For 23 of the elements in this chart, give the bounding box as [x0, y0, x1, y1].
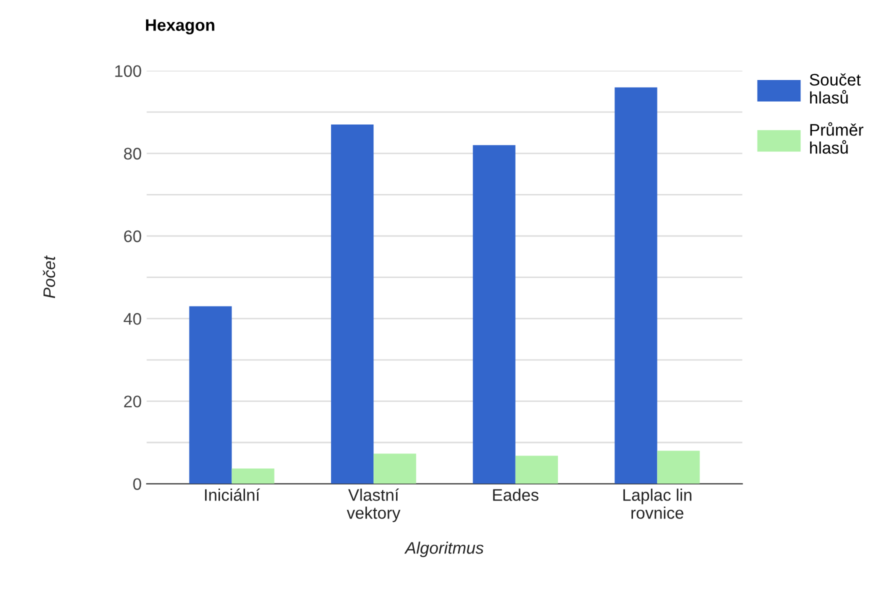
legend-label: Průměr hlasů [810, 122, 864, 154]
y-tick-label: 80 [124, 148, 142, 160]
bar [472, 145, 516, 484]
bar [331, 124, 374, 484]
y-tick-label: 20 [124, 396, 142, 408]
y-tick-label: 40 [124, 313, 142, 325]
x-tick-label: Laplac lin rovnice [623, 488, 692, 519]
y-tick-label: 100 [115, 65, 142, 78]
y-axis-title: Počet [42, 255, 56, 298]
legend-label: Součet hlasů [810, 73, 861, 104]
bar [657, 450, 700, 484]
x-tick-label: Eades [493, 488, 538, 501]
y-tick-label: 60 [124, 230, 142, 242]
y-tick-label: 0 [133, 478, 142, 490]
bar [515, 456, 558, 484]
x-tick-label: Iniciální [205, 488, 260, 501]
bar [232, 468, 274, 484]
chart-title: Hexagon [146, 19, 214, 34]
bar [614, 87, 658, 484]
bar [189, 306, 232, 484]
bar [374, 454, 416, 484]
x-axis-title: Algoritmus [404, 542, 484, 558]
x-tick-label: Vlastní vektory [346, 488, 400, 522]
